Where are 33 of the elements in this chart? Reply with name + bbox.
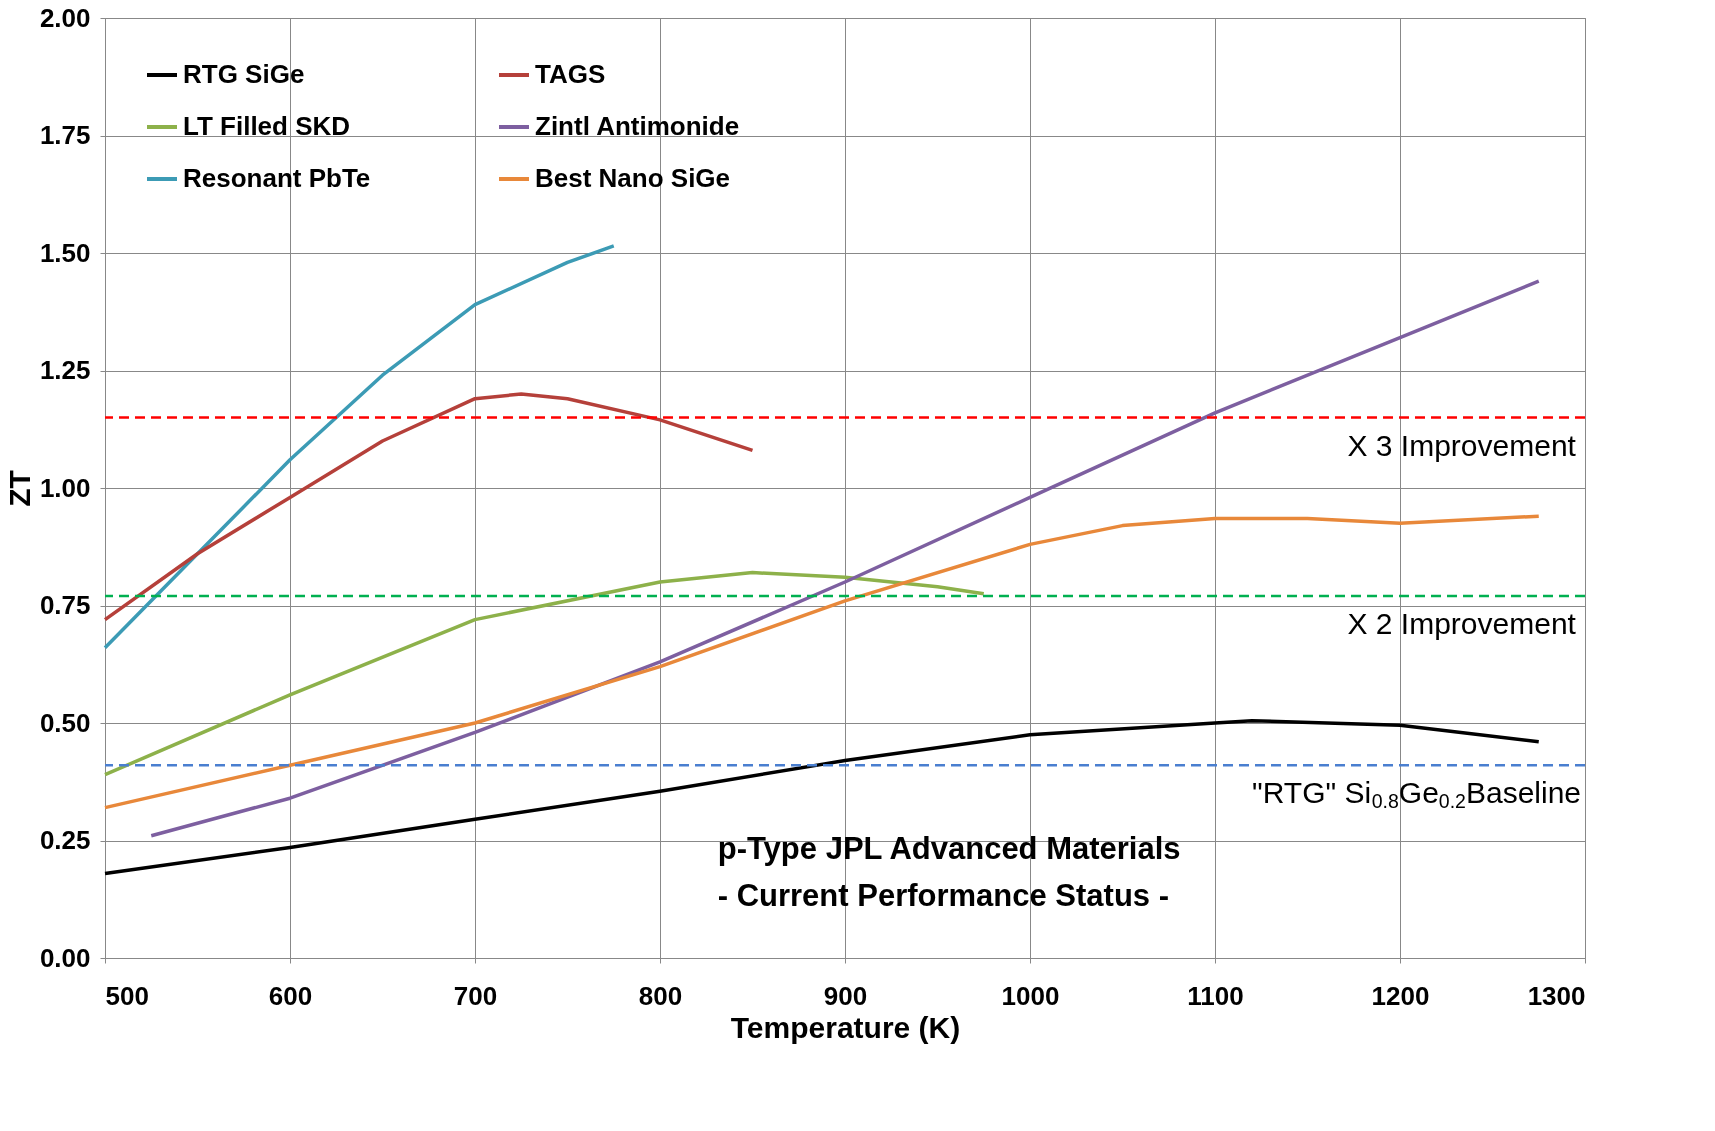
line-series <box>103 570 986 777</box>
y-tick-label: 2.00 <box>39 2 91 33</box>
ref-line-label: X 2 Improvement <box>1347 607 1577 641</box>
y-tick-label: 1.50 <box>39 237 91 268</box>
y-axis-title: ZT <box>2 470 36 507</box>
y-tick-label: 0.75 <box>39 590 91 620</box>
ref-line-label: X 3 Improvement <box>1347 428 1577 462</box>
x-tick-label: 600 <box>268 980 313 1011</box>
x-tick-label: 500 <box>105 980 149 1011</box>
text: p-Type JPL Advanced Materials <box>717 830 1181 866</box>
line-series <box>103 392 755 622</box>
legend-label: LT Filled SKD <box>183 111 351 141</box>
x-tick-label: 800 <box>638 980 683 1011</box>
y-tick-label: 1.00 <box>39 472 91 503</box>
x-tick-label: 1000 <box>1001 980 1060 1011</box>
legend-label: Zintl Antimonide <box>535 111 740 141</box>
legend-label: Best Nano SiGe <box>535 163 731 193</box>
x-tick-label: 900 <box>823 980 868 1011</box>
legend-label: TAGS <box>535 59 606 89</box>
legend-label: RTG SiGe <box>183 59 305 89</box>
x-tick-label: 1300 <box>1527 980 1586 1011</box>
legend-label: Resonant PbTe <box>183 163 371 193</box>
y-tick-label: 0.50 <box>39 707 91 738</box>
y-tick-label: 1.25 <box>39 355 91 385</box>
text: - Current Performance Status - <box>717 877 1170 913</box>
line-series <box>103 244 616 650</box>
x-tick-label: 1100 <box>1187 980 1244 1011</box>
x-axis-title: Temperature (K) <box>730 1010 961 1044</box>
x-tick-label: 1200 <box>1371 980 1430 1011</box>
y-tick-label: 1.75 <box>39 120 91 150</box>
y-tick-label: 0.25 <box>39 825 91 855</box>
x-tick-label: 700 <box>453 980 498 1011</box>
y-tick-label: 0.00 <box>39 942 91 973</box>
